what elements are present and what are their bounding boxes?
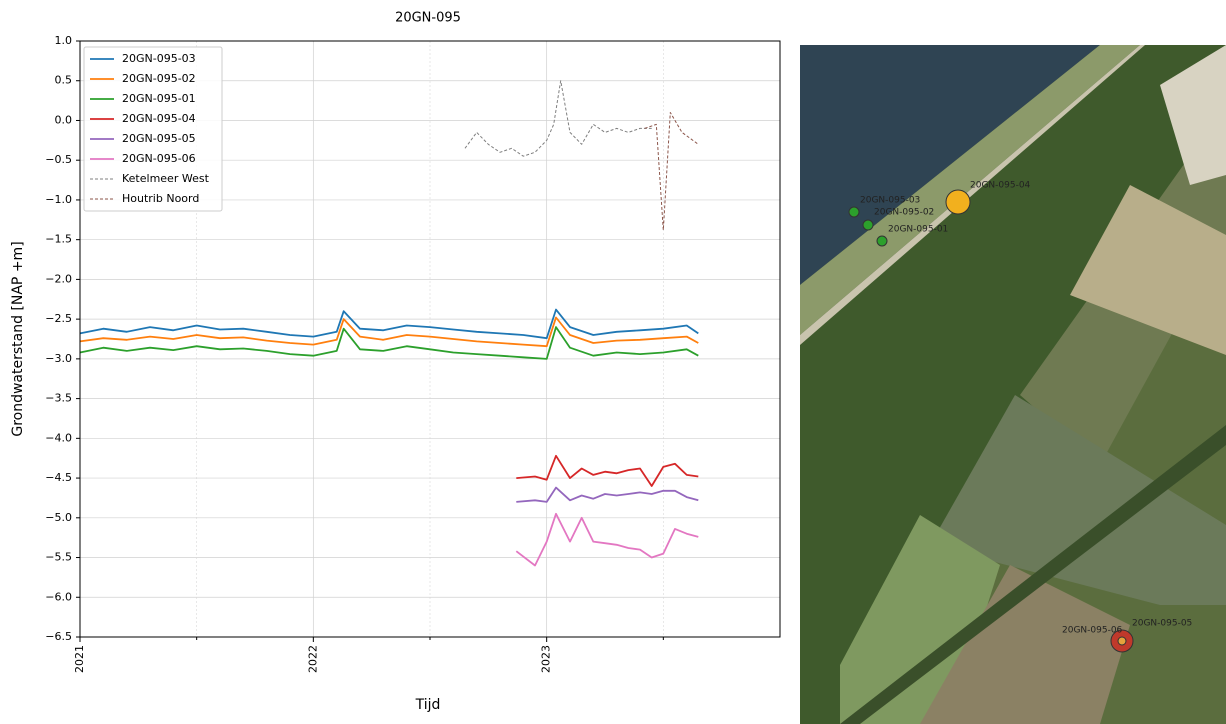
legend-label: 20GN-095-04 — [122, 112, 196, 125]
y-tick-label: −2.5 — [45, 312, 72, 325]
y-tick-label: 0.0 — [55, 113, 73, 126]
y-tick-label: −0.5 — [45, 153, 72, 166]
y-tick-label: −6.0 — [45, 590, 72, 603]
y-tick-label: 1.0 — [55, 34, 73, 47]
y-tick-label: 0.5 — [55, 74, 73, 87]
series-line — [80, 310, 698, 339]
series-line — [465, 81, 652, 157]
series-line — [645, 113, 699, 231]
map-marker-label: 20GN-095-05 — [1132, 619, 1192, 629]
map-marker — [1118, 637, 1126, 645]
y-tick-label: −4.0 — [45, 431, 72, 444]
map-marker — [877, 236, 887, 246]
map-marker-label: 20GN-095-06 — [1062, 626, 1123, 636]
map-marker-label: 20GN-095-04 — [970, 181, 1031, 191]
y-tick-label: −3.0 — [45, 352, 72, 365]
x-tick-label: 2021 — [73, 645, 86, 673]
legend-label: 20GN-095-06 — [122, 152, 196, 165]
x-tick-label: 2023 — [540, 645, 553, 673]
legend-label: 20GN-095-05 — [122, 132, 196, 145]
y-tick-label: −2.0 — [45, 272, 72, 285]
map: 20GN-095-03 20GN-095-02 20GN-095-01 20GN-09… — [800, 45, 1226, 724]
series-line — [80, 318, 698, 347]
y-tick-label: −5.0 — [45, 511, 72, 524]
map-marker — [863, 220, 873, 230]
chart-title: 20GN-095 — [395, 11, 461, 26]
chart: 20GN-095 Tijd Grondwaterstand [NAP +m] 1… — [0, 0, 790, 724]
x-axis-label: Tijd — [415, 697, 441, 713]
y-tick-label: −4.5 — [45, 471, 72, 484]
y-tick-label: −5.5 — [45, 551, 72, 564]
page: {"chart_data": {"type": "line", "title":… — [0, 0, 1226, 724]
y-tick-label: −1.5 — [45, 233, 72, 246]
series-line — [80, 327, 698, 359]
legend-label: Ketelmeer West — [122, 172, 210, 185]
map-marker-label: 20GN-095-01 — [888, 225, 948, 235]
map-marker-label: 20GN-095-03 — [860, 196, 920, 206]
legend-label: Houtrib Noord — [122, 192, 199, 205]
legend-label: 20GN-095-02 — [122, 72, 196, 85]
legend-label: 20GN-095-01 — [122, 92, 196, 105]
y-tick-label: −1.0 — [45, 193, 72, 206]
map-marker — [946, 190, 970, 214]
x-tick-label: 2022 — [306, 645, 319, 673]
map-marker-label: 20GN-095-02 — [874, 208, 934, 218]
y-tick-label: −3.5 — [45, 392, 72, 405]
legend-label: 20GN-095-03 — [122, 52, 196, 65]
map-marker — [849, 207, 859, 217]
series-line — [516, 488, 698, 502]
y-axis-label: Grondwaterstand [NAP +m] — [10, 241, 26, 436]
series-line — [516, 456, 698, 486]
y-tick-label: −6.5 — [45, 630, 72, 643]
